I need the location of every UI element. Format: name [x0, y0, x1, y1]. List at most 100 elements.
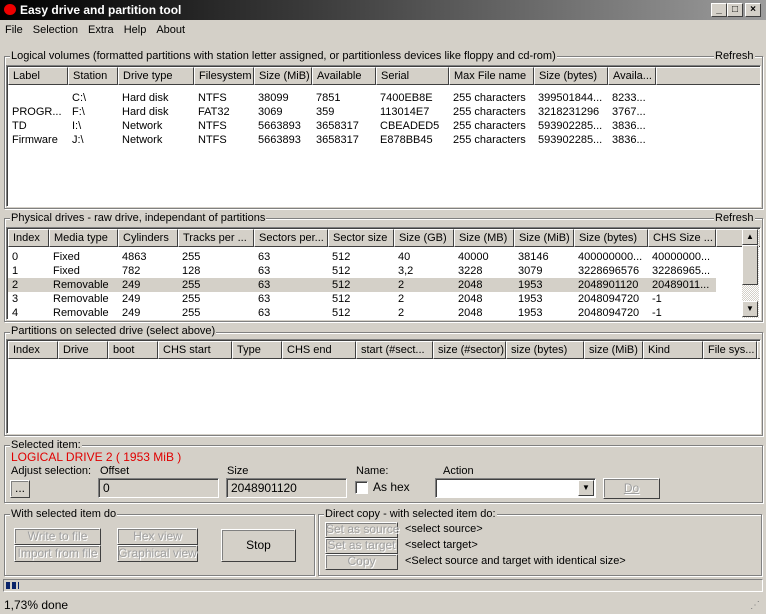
- table-cell[interactable]: 400000000...: [578, 251, 643, 263]
- column-header[interactable]: Sectors per...: [254, 229, 328, 247]
- minimize-button[interactable]: _: [711, 3, 727, 17]
- table-cell[interactable]: 40: [398, 251, 411, 263]
- table-cell[interactable]: 3836...: [612, 134, 646, 146]
- write-to-file-button[interactable]: Write to file: [14, 528, 101, 545]
- table-cell[interactable]: 249: [122, 293, 141, 305]
- table-cell[interactable]: 7851: [316, 92, 341, 104]
- menu-about[interactable]: About: [156, 24, 186, 36]
- column-header[interactable]: Size (bytes): [534, 67, 608, 85]
- table-cell[interactable]: 5663893: [258, 134, 301, 146]
- table-cell[interactable]: Network: [122, 134, 163, 146]
- column-header[interactable]: Index: [8, 341, 58, 359]
- table-cell[interactable]: 2048: [458, 293, 483, 305]
- table-cell[interactable]: 1953: [518, 293, 543, 305]
- scrollbar-thumb[interactable]: [742, 245, 758, 285]
- table-cell[interactable]: 359: [316, 106, 335, 118]
- table-cell[interactable]: Hard disk: [122, 92, 169, 104]
- table-cell[interactable]: Hard disk: [122, 106, 169, 118]
- offset-field[interactable]: 0: [98, 478, 219, 498]
- table-cell[interactable]: 255: [182, 279, 201, 291]
- table-cell[interactable]: 1: [12, 265, 19, 277]
- table-cell[interactable]: 2: [398, 293, 405, 305]
- column-header[interactable]: boot: [108, 341, 158, 359]
- chevron-down-icon[interactable]: ▼: [578, 480, 594, 496]
- table-cell[interactable]: 1953: [518, 307, 543, 319]
- menu-selection[interactable]: Selection: [32, 24, 78, 36]
- table-cell[interactable]: 38146: [518, 251, 549, 263]
- table-cell[interactable]: 255: [182, 251, 201, 263]
- table-cell[interactable]: 4: [12, 307, 19, 319]
- column-header[interactable]: start (#sect...: [356, 341, 433, 359]
- menu-help[interactable]: Help: [123, 24, 147, 36]
- maximize-button[interactable]: □: [727, 3, 743, 17]
- table-cell[interactable]: 512: [332, 251, 351, 263]
- column-header[interactable]: Kind: [643, 341, 703, 359]
- table-cell[interactable]: 3658317: [316, 134, 359, 146]
- table-cell[interactable]: J:\: [72, 134, 84, 146]
- table-cell[interactable]: 3767...: [612, 106, 646, 118]
- table-cell[interactable]: -1: [652, 307, 662, 319]
- table-cell[interactable]: 255 characters: [453, 106, 526, 118]
- as-hex-checkbox[interactable]: [355, 481, 368, 494]
- column-header[interactable]: Index: [8, 229, 49, 247]
- table-cell[interactable]: 3: [12, 293, 19, 305]
- table-cell[interactable]: 128: [182, 265, 201, 277]
- table-cell[interactable]: E878BB45: [380, 134, 433, 146]
- table-cell[interactable]: 249: [122, 279, 141, 291]
- action-select[interactable]: ▼: [435, 478, 596, 498]
- table-cell[interactable]: 593902285...: [538, 134, 603, 146]
- column-header[interactable]: Filesystem: [194, 67, 254, 85]
- column-header[interactable]: Size (MiB): [254, 67, 312, 85]
- table-cell[interactable]: 782: [122, 265, 141, 277]
- physical-drives-list[interactable]: Index Media type Cylinders Tracks per ... Se…: [6, 227, 761, 320]
- menu-file[interactable]: File: [5, 24, 23, 36]
- table-cell[interactable]: 3228696576: [578, 265, 640, 277]
- table-cell[interactable]: 512: [332, 279, 351, 291]
- table-cell[interactable]: 3,2: [398, 265, 414, 277]
- table-cell[interactable]: NTFS: [198, 134, 227, 146]
- table-cell[interactable]: 249: [122, 307, 141, 319]
- table-cell[interactable]: 2048: [458, 307, 483, 319]
- table-cell[interactable]: 20489011...: [652, 279, 710, 291]
- column-header[interactable]: Station: [68, 67, 118, 85]
- table-cell[interactable]: 8233...: [612, 92, 646, 104]
- scroll-up-arrow-icon[interactable]: ▲: [742, 229, 758, 245]
- column-header[interactable]: Drive: [58, 341, 108, 359]
- logical-refresh[interactable]: Refresh: [714, 50, 755, 62]
- table-cell[interactable]: 113014E7: [380, 106, 430, 118]
- table-cell[interactable]: C:\: [72, 92, 87, 104]
- table-cell[interactable]: 2048: [458, 279, 483, 291]
- column-header[interactable]: CHS start: [158, 341, 232, 359]
- table-cell[interactable]: Network: [122, 120, 163, 132]
- table-cell[interactable]: 7400EB8E: [380, 92, 433, 104]
- scroll-down-arrow-icon[interactable]: ▼: [742, 301, 758, 317]
- table-cell[interactable]: 2048901120: [578, 279, 639, 291]
- table-cell[interactable]: [8, 91, 68, 105]
- column-header[interactable]: CHS Size ...: [648, 229, 716, 247]
- table-cell[interactable]: Fixed: [53, 265, 80, 277]
- column-header[interactable]: Size (MB): [454, 229, 514, 247]
- table-cell[interactable]: Removable: [53, 307, 109, 319]
- table-cell[interactable]: NTFS: [198, 120, 227, 132]
- table-cell[interactable]: 2048094720: [578, 293, 640, 305]
- table-cell[interactable]: 40000000...: [652, 251, 711, 263]
- table-cell[interactable]: Fixed: [53, 251, 80, 263]
- table-cell[interactable]: 63: [258, 265, 271, 277]
- column-header[interactable]: Cylinders: [118, 229, 178, 247]
- table-cell[interactable]: 1953: [518, 279, 543, 291]
- table-cell[interactable]: 2: [12, 279, 19, 291]
- column-header[interactable]: Type: [232, 341, 282, 359]
- table-cell[interactable]: 3079: [518, 265, 543, 277]
- table-cell[interactable]: 3836...: [612, 120, 646, 132]
- table-cell[interactable]: 2048094720: [578, 307, 640, 319]
- table-cell[interactable]: Removable: [53, 279, 109, 291]
- column-header[interactable]: Sector size: [328, 229, 394, 247]
- column-header[interactable]: size (#sector): [433, 341, 506, 359]
- column-header[interactable]: Size (bytes): [574, 229, 648, 247]
- table-cell[interactable]: 38099: [258, 92, 289, 104]
- table-cell[interactable]: FAT32: [198, 106, 230, 118]
- table-cell[interactable]: -1: [652, 293, 662, 305]
- adjust-selection-button[interactable]: ...: [10, 480, 30, 498]
- table-cell[interactable]: 255 characters: [453, 92, 526, 104]
- table-cell[interactable]: 3218231296: [538, 106, 600, 118]
